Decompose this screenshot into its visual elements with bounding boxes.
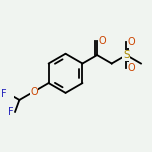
- Text: O: O: [128, 63, 136, 73]
- Text: F: F: [8, 107, 14, 117]
- Text: O: O: [128, 37, 136, 47]
- Text: O: O: [99, 36, 106, 46]
- Text: F: F: [1, 89, 7, 99]
- Text: O: O: [30, 86, 38, 97]
- Text: S: S: [123, 50, 130, 60]
